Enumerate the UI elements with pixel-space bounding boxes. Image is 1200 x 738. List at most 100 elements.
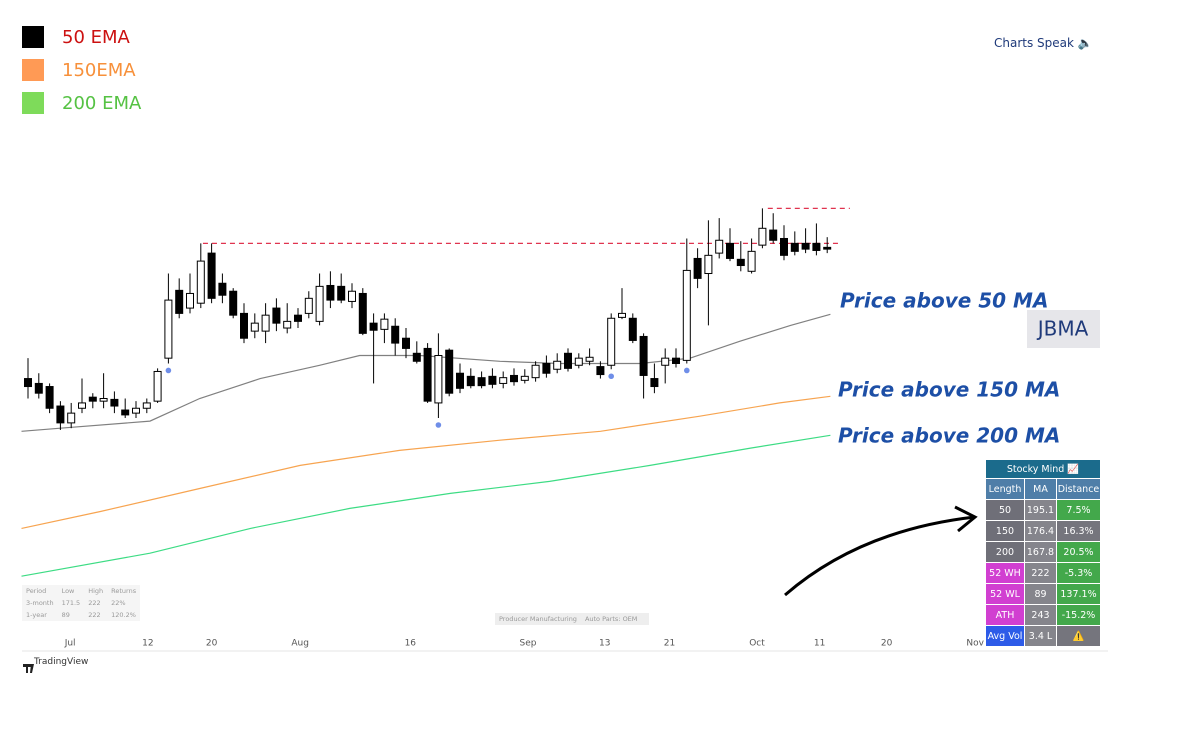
candle-body (466, 375, 475, 387)
stocky-cell: 7.5% (1056, 499, 1101, 521)
candle-body (758, 227, 767, 246)
period-head-cell: Period (26, 587, 47, 595)
x-tick-label: 16 (405, 639, 417, 649)
period-header: Period Low High Returns (22, 585, 140, 597)
candle-body (823, 246, 832, 250)
stocky-title-row: Stocky Mind 📈 (985, 459, 1101, 479)
ma-line (21, 395, 831, 529)
stocky-cell: -15.2% (1056, 604, 1101, 626)
candle-body (650, 378, 659, 388)
legend-swatch (22, 26, 44, 48)
stocky-table: Stocky Mind 📈 Length MA Distance 50 195.1 7.5%… (985, 459, 1101, 647)
period-table: Period Low High Returns 3-month 171.5 222 22% 1-… (22, 585, 141, 621)
x-tick-label: Nov (966, 639, 984, 649)
candle-body (531, 364, 540, 379)
stocky-cell: 243 (1024, 604, 1057, 626)
candle-body (607, 317, 616, 366)
candle-body (564, 352, 572, 369)
candle-body (380, 318, 389, 330)
period-cell: 1-year (26, 611, 47, 619)
candle-body (196, 260, 205, 304)
annotation: Price above 50 MA (840, 289, 1048, 313)
brand: Charts Speak 🔈 (994, 36, 1093, 50)
stocky-row: 52 WL 89 137.1% (985, 583, 1101, 605)
candle-body (412, 352, 421, 362)
sector-tag: Auto Parts: OEM (584, 615, 638, 623)
candle-body (142, 402, 151, 409)
candle-body (618, 312, 626, 318)
stocky-cell: 52 WL (985, 583, 1025, 605)
period-head-cell: High (88, 587, 104, 595)
candle-body (110, 398, 119, 407)
arrow-head (954, 505, 978, 533)
candle-body (445, 349, 454, 394)
candle-body (153, 370, 162, 402)
candle-body (67, 412, 76, 424)
candle-body (207, 252, 216, 299)
candle-body (790, 242, 799, 252)
candle-body (423, 347, 432, 402)
candle-body (402, 337, 410, 349)
candle-body (542, 362, 551, 374)
candle-body (186, 292, 194, 309)
candle-body (693, 257, 702, 279)
stocky-cell: 50 (985, 499, 1025, 521)
candle-body (736, 258, 745, 267)
period-cell: 89 (61, 611, 70, 619)
candle-body (456, 372, 464, 389)
candle-body (715, 239, 724, 254)
watermark: JBMA (1036, 317, 1089, 341)
pivot-marker (435, 422, 442, 428)
period-head-cell: Low (61, 587, 75, 595)
stocky-cell: 200 (985, 541, 1025, 563)
stocky-cell: ⚠️ (1056, 625, 1101, 647)
tv-logo (23, 664, 34, 673)
stocky-cell: 137.1% (1056, 583, 1101, 605)
stocky-cell: -5.3% (1056, 562, 1101, 584)
stocky-cell: 16.3% (1056, 520, 1101, 542)
candle-body (261, 314, 270, 332)
candle-body (704, 254, 713, 275)
stocky-header: Length MA Distance (985, 478, 1101, 500)
candle-body (294, 314, 302, 322)
candle-body (726, 242, 734, 259)
arrow (784, 515, 976, 597)
x-tick-label: 20 (206, 639, 218, 649)
stocky-cell: 150 (985, 520, 1025, 542)
x-tick-label: Sep (520, 639, 537, 649)
x-tick-label: 20 (881, 639, 893, 649)
stocky-head-cell: MA (1024, 478, 1057, 500)
candle-body (585, 356, 594, 362)
pivot-marker (684, 367, 690, 374)
annotation: Price above 200 MA (838, 424, 1060, 448)
candle-body (99, 398, 108, 402)
legend-label: 150EMA (62, 60, 136, 81)
candle-body (661, 357, 670, 366)
candle-body (283, 320, 292, 329)
candle-body (434, 355, 443, 404)
candle-body (747, 250, 756, 272)
candle-body (596, 366, 605, 376)
stocky-cell: ATH (985, 604, 1025, 626)
x-tick-label: Aug (291, 639, 309, 649)
candle-body (769, 229, 778, 241)
watermark-box (1027, 310, 1100, 348)
stocky-cell: 3.4 L (1024, 625, 1057, 647)
candle-body (337, 285, 346, 301)
candle-body (510, 374, 518, 383)
candle-body (499, 377, 508, 384)
candle-body (45, 386, 54, 409)
candle-body (132, 407, 140, 414)
stocky-cell: 20.5% (1056, 541, 1101, 563)
period-cell: 3-month (26, 599, 54, 607)
stocky-row: 50 195.1 7.5% (985, 499, 1101, 521)
candle-body (801, 242, 810, 250)
x-tick-label: 11 (814, 639, 825, 649)
candle-body (88, 396, 97, 402)
stocky-row: Avg Vol 3.4 L ⚠️ (985, 625, 1101, 647)
candle-body (574, 357, 583, 366)
sector-box: Producer Manufacturing Auto Parts: OEM (495, 613, 650, 625)
period-cell: 222 (88, 599, 101, 607)
legend-swatch (22, 92, 44, 114)
stocky-head-cell: Length (985, 478, 1025, 500)
